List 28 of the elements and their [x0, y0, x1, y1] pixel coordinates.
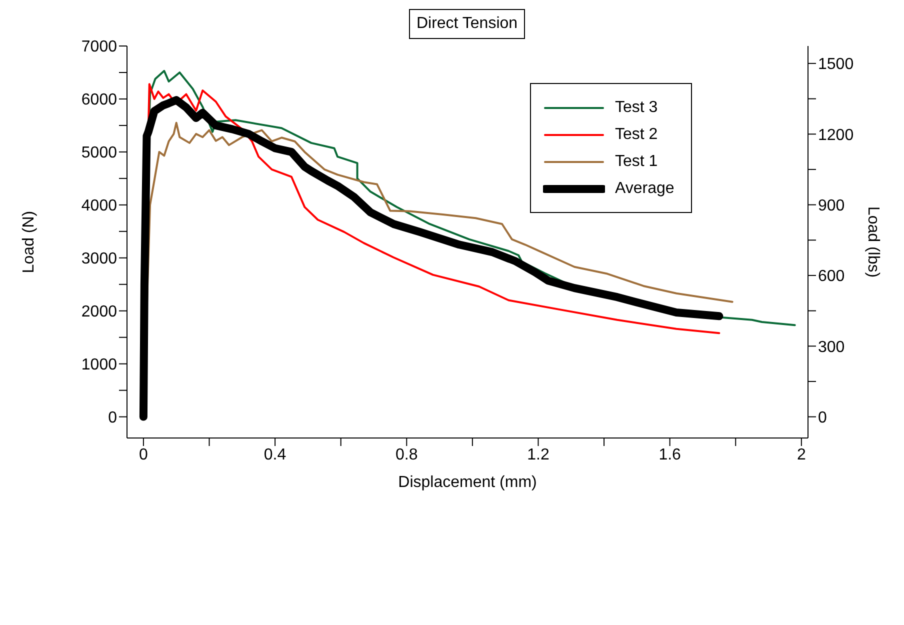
x-tick-label: 0.4: [264, 446, 286, 464]
y2-tick-label: 900: [818, 197, 845, 214]
y-axis-title: Load (N): [20, 210, 38, 274]
y2-tick-label: 300: [818, 338, 845, 356]
x-tick-label: 0: [138, 446, 148, 464]
x-tick-label: 0.8: [396, 446, 418, 464]
legend-label: Test 2: [615, 126, 658, 144]
y-tick-label: 5000: [81, 144, 118, 162]
y2-tick-label: 1200: [818, 126, 854, 144]
y-tick-label: 0: [108, 409, 118, 426]
x-tick-label: 1.2: [527, 446, 550, 464]
y-tick-label: 2000: [81, 304, 118, 321]
y-tick-label: 7000: [81, 38, 118, 56]
legend-label: Average: [615, 180, 674, 198]
y2-axis-title: Load (lbs): [864, 206, 882, 278]
chart-title: Direct Tension: [409, 9, 525, 39]
y2-tick-label: 0: [818, 409, 827, 426]
x-axis-title: Displacement (mm): [398, 474, 537, 491]
legend-label: Test 1: [615, 152, 658, 170]
y-tick-label: 6000: [81, 92, 118, 109]
y2-tick-label: 1500: [818, 56, 854, 74]
y-tick-label: 1000: [81, 356, 118, 374]
y-tick-label: 3000: [81, 250, 118, 268]
x-tick-label: 2: [796, 446, 806, 464]
x-tick-label: 1.6: [658, 446, 682, 464]
legend-label: Test 3: [615, 98, 658, 116]
y-tick-label: 4000: [81, 198, 118, 215]
y2-tick-label: 600: [818, 268, 845, 286]
